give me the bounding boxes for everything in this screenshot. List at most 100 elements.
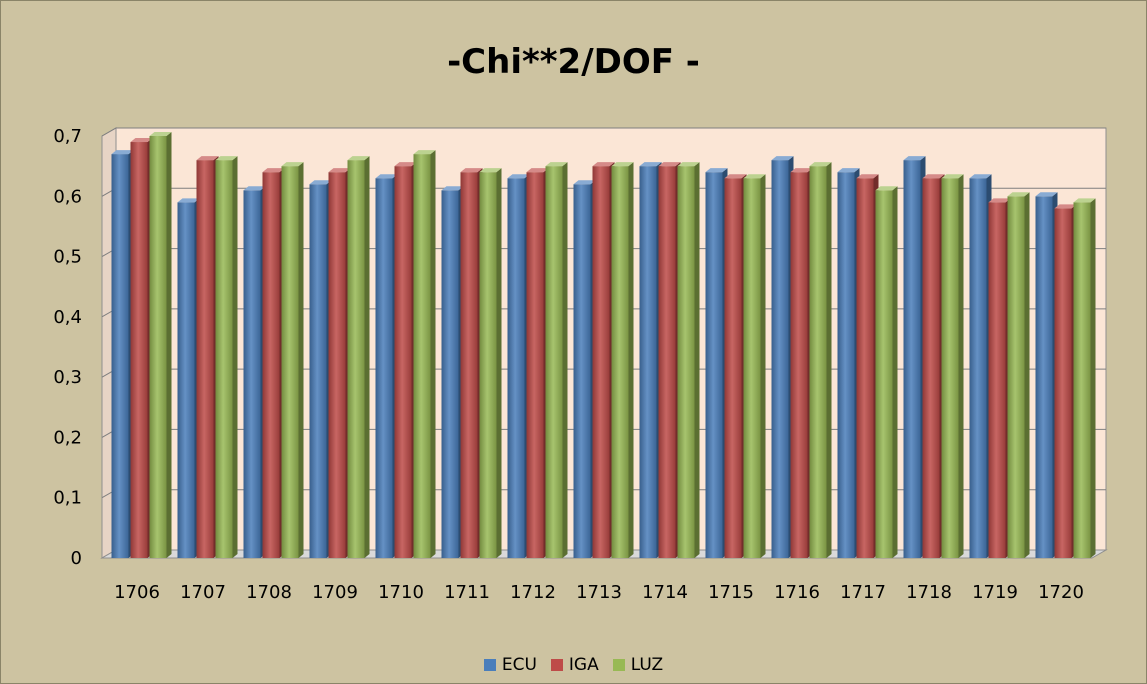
bar-luz-side (1024, 192, 1030, 559)
x-tick-label: 1710 (378, 582, 424, 603)
bar-ecu (771, 160, 789, 558)
bar-ecu-top (177, 198, 200, 203)
bar-luz-top (875, 186, 898, 191)
bar-luz-side (232, 156, 238, 558)
bar-ecu-top (1035, 192, 1058, 197)
bar-luz (1073, 202, 1091, 559)
x-tick-label: 1720 (1038, 582, 1084, 603)
x-tick-label: 1713 (576, 582, 622, 603)
bar-iga (394, 166, 412, 558)
bar-ecu (573, 184, 591, 558)
bar-ecu (639, 166, 657, 558)
bar-ecu-top (969, 174, 992, 179)
bar-ecu-top (771, 156, 794, 161)
bar-ecu-top (243, 186, 266, 191)
bar-luz (677, 166, 695, 558)
bar-iga (328, 172, 346, 558)
bar-ecu (243, 190, 261, 558)
bar-iga-top (394, 162, 417, 167)
x-tick-label: 1716 (774, 582, 820, 603)
bar-iga (922, 178, 940, 558)
bar-luz-side (364, 156, 370, 558)
bar-ecu (705, 172, 723, 558)
bar-iga-top (658, 162, 681, 167)
bar-ecu (969, 178, 987, 558)
bar-luz (809, 166, 827, 558)
bar-luz-top (1007, 192, 1030, 197)
bar-luz (347, 160, 365, 558)
bar-luz-side (694, 162, 700, 558)
bar-iga-top (328, 168, 351, 173)
bar-ecu (1035, 196, 1053, 559)
x-tick-label: 1715 (708, 582, 754, 603)
bar-iga-top (988, 198, 1011, 203)
bar-luz (611, 166, 629, 558)
bar-luz-side (562, 162, 568, 558)
bar-luz (413, 154, 431, 559)
bar-luz-side (892, 186, 898, 558)
bar-luz-side (958, 174, 964, 558)
y-tick-label: 0,4 (53, 307, 82, 328)
legend-item-iga: IGA (550, 655, 599, 675)
bar-luz (1007, 196, 1025, 559)
bar-luz-top (941, 174, 964, 179)
legend-swatch (483, 659, 496, 671)
bar-iga (196, 160, 214, 558)
bar-luz (743, 178, 761, 558)
bar-iga (592, 166, 610, 558)
bar-luz-side (298, 162, 304, 558)
x-tick-label: 1717 (840, 582, 886, 603)
x-tick-label: 1712 (510, 582, 556, 603)
bar-luz-top (479, 168, 502, 173)
bar-luz-top (215, 156, 238, 161)
bar-iga (1054, 208, 1072, 559)
legend-label: ECU (501, 655, 537, 675)
bar-ecu-top (111, 150, 134, 155)
bar-iga-top (130, 138, 153, 143)
y-tick-label: 0,2 (53, 427, 82, 448)
legend-item-luz: LUZ (612, 655, 664, 675)
bar-luz-side (760, 174, 766, 558)
bar-luz-side (166, 132, 172, 558)
bar-iga-top (526, 168, 549, 173)
bar-luz (479, 172, 497, 558)
legend-item-ecu: ECU (483, 655, 537, 675)
bar-iga-top (856, 174, 879, 179)
bar-iga (790, 172, 808, 558)
chart-legend: ECU IGA LUZ (0, 655, 1147, 675)
bar-luz-side (826, 162, 832, 558)
x-tick-label: 1714 (642, 582, 688, 603)
bar-luz (875, 190, 893, 558)
bar-ecu (375, 178, 393, 558)
y-tick-label: 0,3 (53, 367, 82, 388)
bar-iga-top (592, 162, 615, 167)
y-tick-label: 0 (71, 548, 82, 569)
bar-luz-top (677, 162, 700, 167)
bar-iga-top (1054, 204, 1077, 209)
y-tick-label: 0,7 (53, 126, 82, 147)
bar-luz-top (545, 162, 568, 167)
bar-luz-side (1090, 198, 1096, 559)
bar-luz (545, 166, 563, 558)
x-tick-label: 1709 (312, 582, 358, 603)
bar-iga-top (196, 156, 219, 161)
bar-iga-top (262, 168, 285, 173)
bar-luz-top (809, 162, 832, 167)
bar-ecu (837, 172, 855, 558)
bar-ecu-top (903, 156, 926, 161)
bar-iga (856, 178, 874, 558)
bar-luz-top (149, 132, 172, 136)
legend-label: LUZ (630, 655, 664, 675)
bar-iga-top (460, 168, 483, 173)
chart-title: -Chi**2/DOF - (447, 42, 700, 82)
legend-swatch (612, 659, 625, 671)
bar-ecu-top (375, 174, 398, 179)
bar-luz (281, 166, 299, 558)
bar-iga (130, 142, 148, 558)
bar-luz-top (611, 162, 634, 167)
bar-luz-side (430, 150, 436, 559)
bar-luz (149, 136, 167, 558)
x-tick-label: 1708 (246, 582, 292, 603)
y-tick-label: 0,5 (53, 247, 82, 268)
bar-ecu-top (639, 162, 662, 167)
